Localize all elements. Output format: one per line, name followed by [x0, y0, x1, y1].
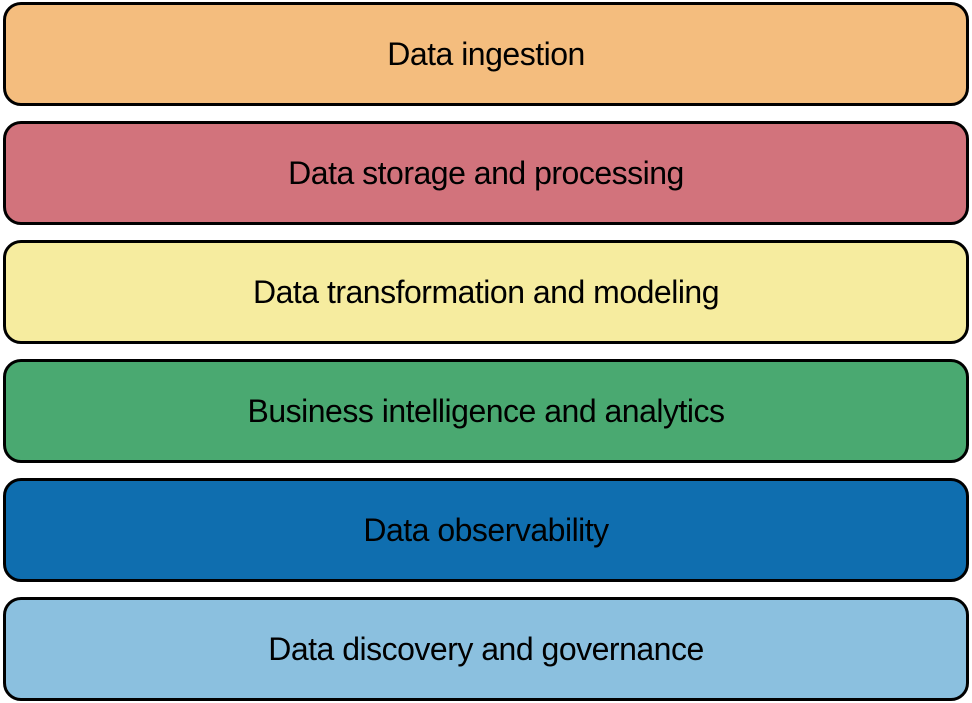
- layer-data-discovery: Data discovery and governance: [3, 597, 969, 701]
- layer-label: Data storage and processing: [288, 155, 684, 192]
- layer-data-storage: Data storage and processing: [3, 121, 969, 225]
- layer-label: Data transformation and modeling: [253, 274, 719, 311]
- layer-business-intelligence: Business intelligence and analytics: [3, 359, 969, 463]
- layer-data-observability: Data observability: [3, 478, 969, 582]
- layer-label: Business intelligence and analytics: [247, 393, 724, 430]
- layer-label: Data observability: [363, 512, 608, 549]
- layer-label: Data ingestion: [387, 36, 585, 73]
- layer-data-transformation: Data transformation and modeling: [3, 240, 969, 344]
- layer-data-ingestion: Data ingestion: [3, 2, 969, 106]
- layer-label: Data discovery and governance: [268, 631, 704, 668]
